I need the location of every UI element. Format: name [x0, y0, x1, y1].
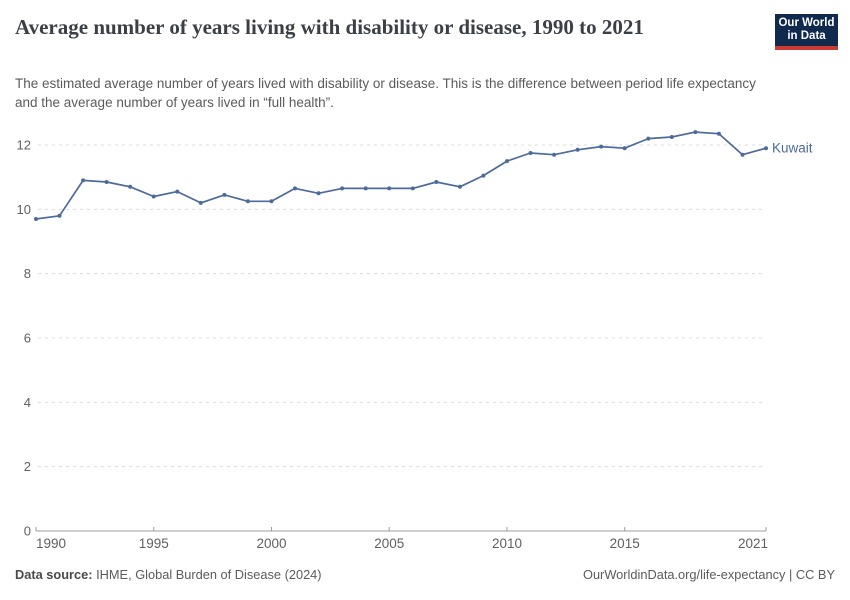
- data-source-text: IHME, Global Burden of Disease (2024): [92, 567, 322, 582]
- data-point[interactable]: [198, 200, 203, 205]
- data-point[interactable]: [457, 184, 462, 189]
- data-point[interactable]: [764, 146, 768, 151]
- data-point[interactable]: [151, 194, 156, 199]
- y-tick-label: 12: [17, 138, 31, 153]
- data-point[interactable]: [505, 159, 509, 164]
- data-point[interactable]: [646, 136, 651, 141]
- data-point[interactable]: [104, 180, 109, 184]
- data-point[interactable]: [669, 135, 674, 139]
- data-point[interactable]: [34, 217, 38, 221]
- x-tick-label: 1990: [36, 536, 66, 551]
- data-point[interactable]: [622, 146, 627, 151]
- data-point[interactable]: [552, 152, 557, 157]
- line-chart[interactable]: 0 2 4 6 8 10 12 1990 1995 2000 2005 2010 2015 2021 Kuw…: [0, 120, 850, 566]
- y-tick-label: 8: [24, 266, 31, 281]
- y-tick-label: 0: [24, 524, 31, 539]
- data-point[interactable]: [599, 144, 604, 149]
- data-source: Data source: IHME, Global Burden of Dise…: [15, 567, 322, 582]
- x-tick-label: 2010: [492, 536, 522, 551]
- data-point[interactable]: [575, 147, 580, 152]
- x-tick-label: 2000: [256, 536, 286, 551]
- data-point[interactable]: [269, 199, 274, 204]
- owid-logo-line1: Our World: [778, 17, 835, 29]
- data-point[interactable]: [481, 173, 486, 178]
- data-point[interactable]: [316, 191, 321, 196]
- data-point[interactable]: [410, 186, 415, 191]
- series-label[interactable]: Kuwait: [772, 141, 813, 156]
- data-point[interactable]: [693, 130, 698, 135]
- y-tick-label: 10: [17, 202, 31, 217]
- data-source-label: Data source:: [15, 567, 93, 582]
- license-link[interactable]: OurWorldinData.org/life-expectancy | CC …: [582, 567, 835, 582]
- y-tick-label: 6: [24, 331, 31, 346]
- data-point[interactable]: [387, 186, 392, 191]
- series-line: [35, 131, 767, 220]
- y-tick-label: 4: [24, 395, 31, 410]
- data-point[interactable]: [245, 199, 250, 204]
- data-point[interactable]: [434, 180, 439, 184]
- owid-logo[interactable]: Our World in Data: [775, 14, 838, 50]
- data-point[interactable]: [175, 189, 180, 194]
- data-point[interactable]: [57, 213, 62, 218]
- data-point[interactable]: [340, 186, 345, 191]
- data-point[interactable]: [128, 184, 133, 189]
- data-point[interactable]: [528, 151, 533, 155]
- data-point[interactable]: [363, 186, 368, 191]
- data-point[interactable]: [740, 152, 745, 157]
- owid-logo-line2: in Data: [787, 30, 826, 42]
- data-point[interactable]: [716, 131, 721, 136]
- x-tick-label: 2021: [738, 536, 768, 551]
- x-tick-label: 2005: [374, 536, 404, 551]
- x-tick-label: 2015: [610, 536, 640, 551]
- data-point[interactable]: [293, 186, 297, 191]
- chart-footer: Data source: IHME, Global Burden of Dise…: [15, 567, 835, 582]
- data-point[interactable]: [81, 178, 86, 183]
- data-point[interactable]: [222, 192, 227, 197]
- chart-subtitle: The estimated average number of years li…: [15, 76, 756, 110]
- page-title: Average number of years living with disa…: [15, 15, 644, 39]
- x-tick-label: 1995: [139, 536, 169, 551]
- y-tick-label: 2: [24, 459, 31, 474]
